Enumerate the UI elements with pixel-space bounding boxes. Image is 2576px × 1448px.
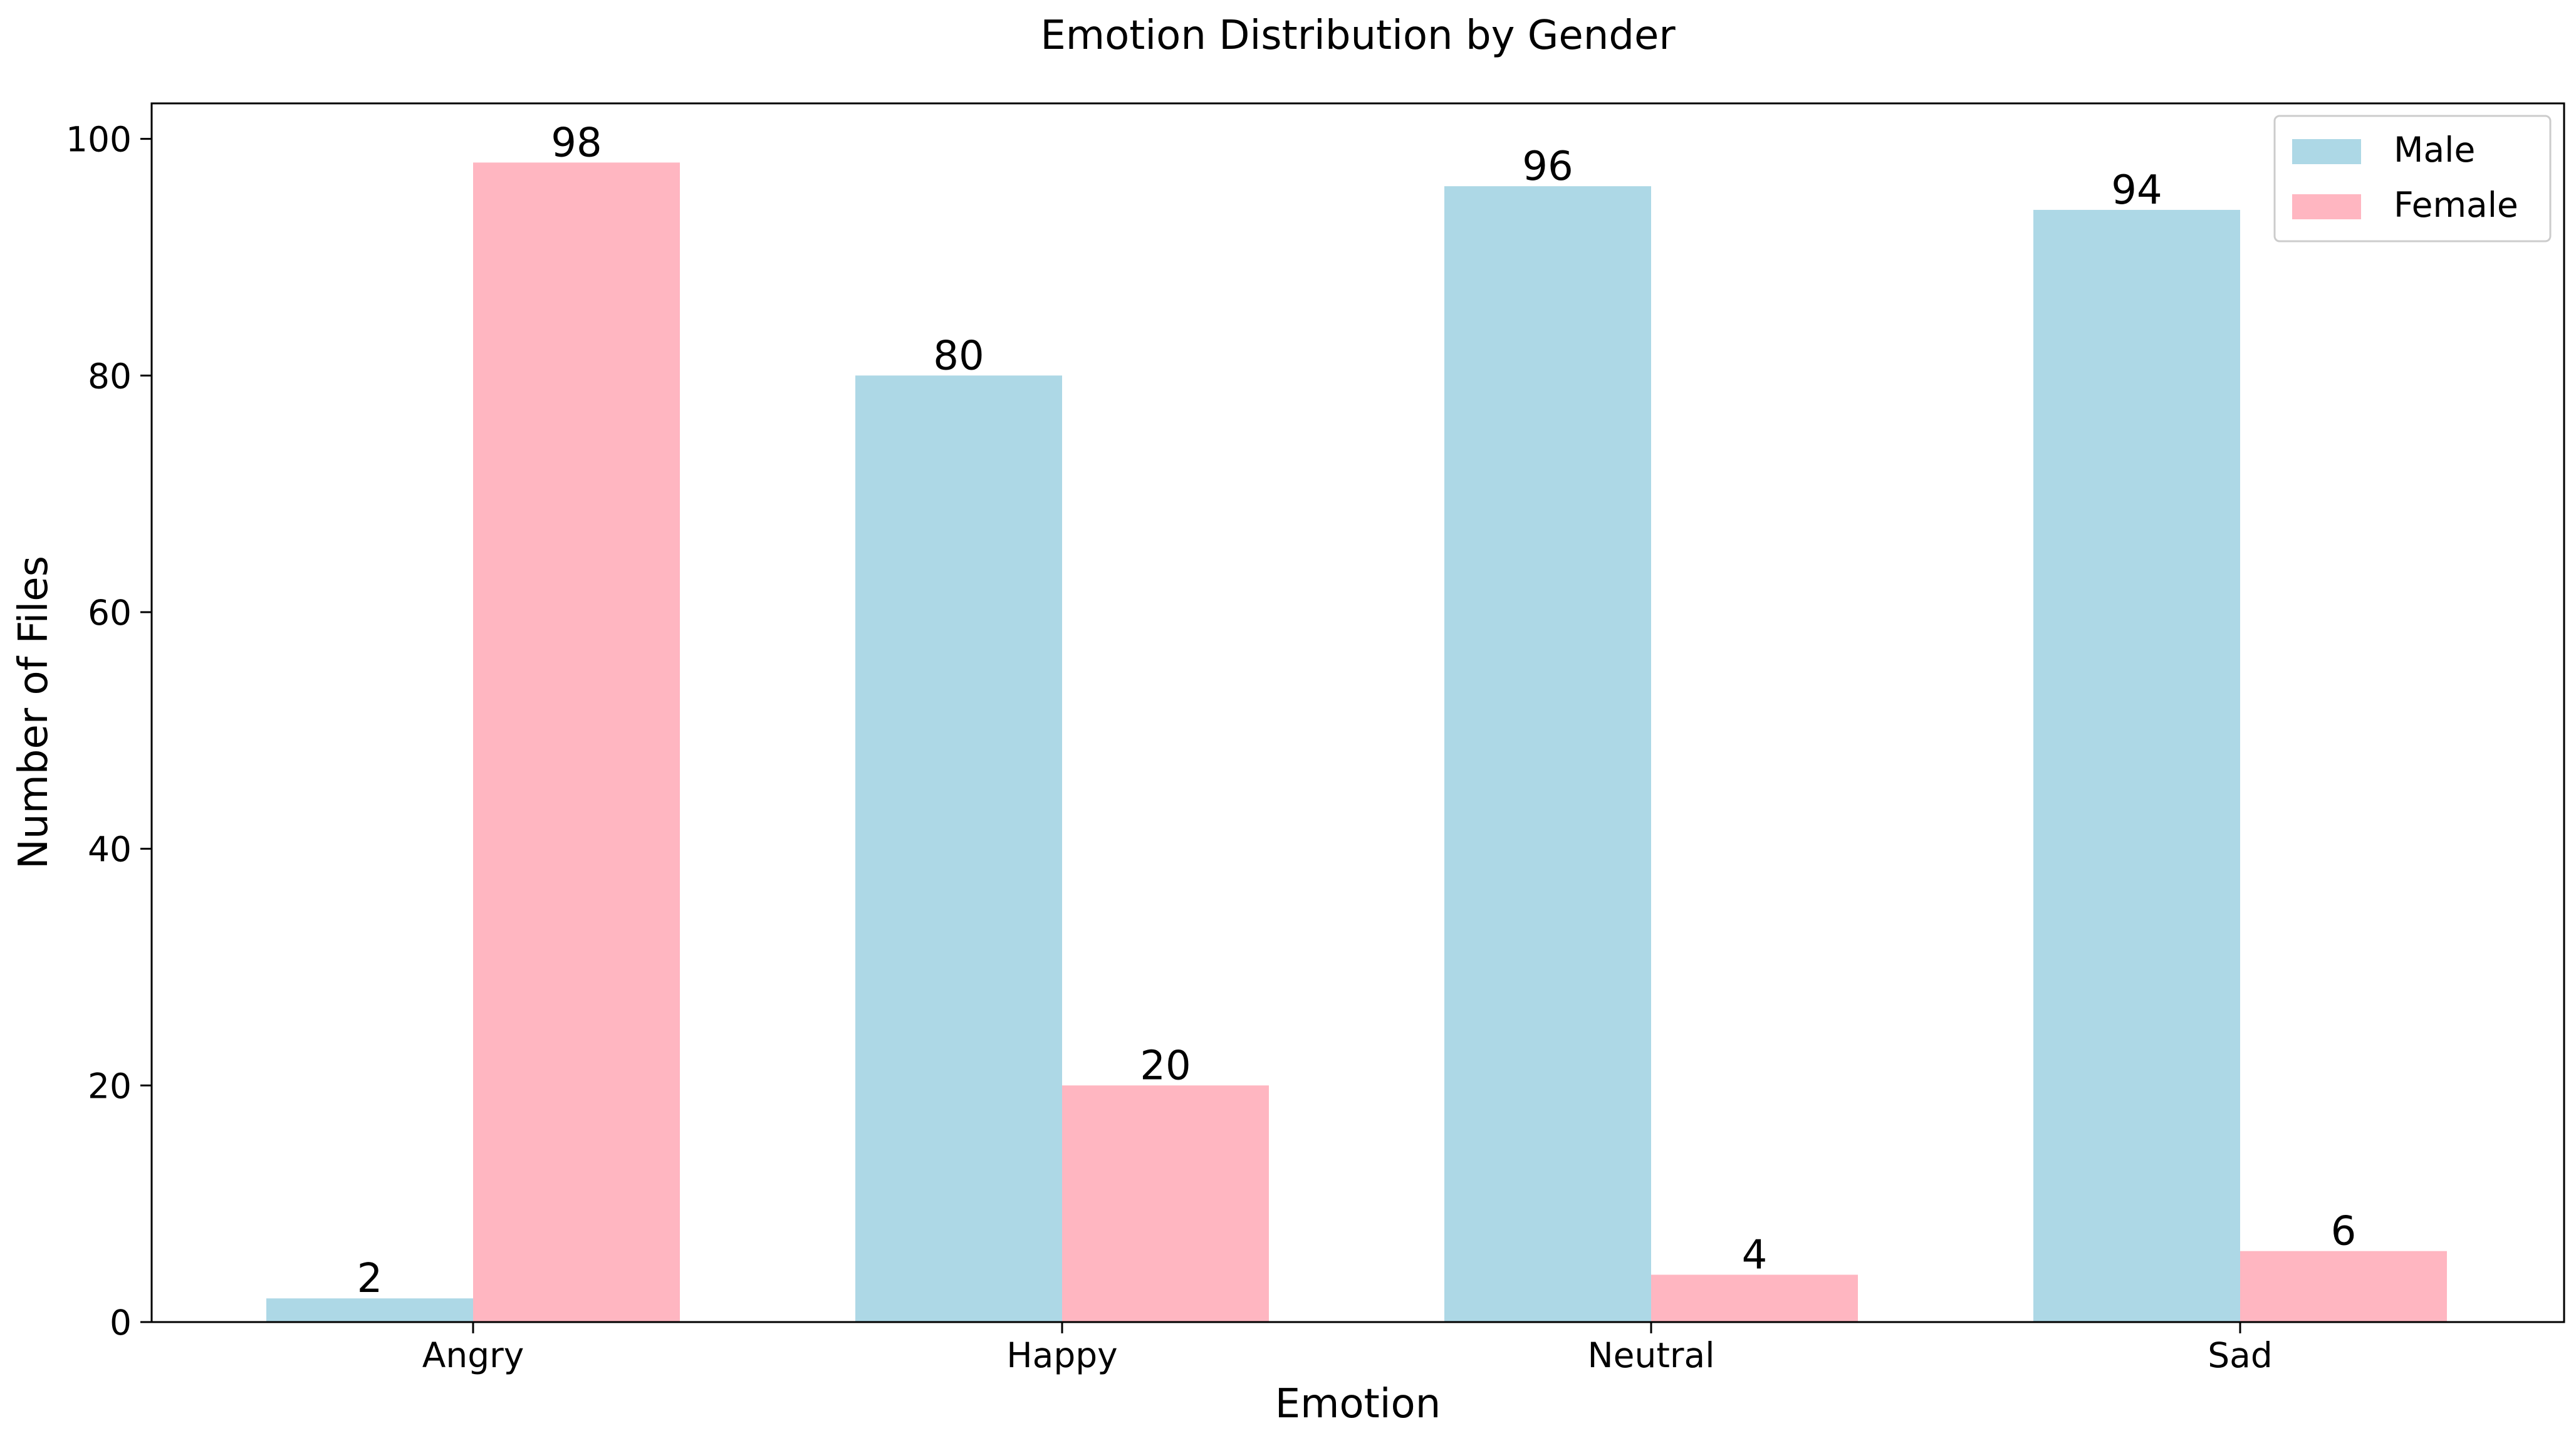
y-tick-label: 100 [66, 120, 132, 160]
bars-group [266, 162, 2447, 1323]
bar-female-sad [2240, 1251, 2447, 1322]
chart-title: Emotion Distribution by Gender [1040, 13, 1676, 59]
y-axis: 0 20 40 60 80 100 [66, 120, 152, 1343]
data-label-female-angry: 98 [551, 120, 602, 166]
y-axis-label: Number of Files [11, 556, 57, 869]
y-tick-label: 80 [88, 356, 132, 396]
legend-label-male: Male [2394, 130, 2475, 170]
data-label-male-sad: 94 [2111, 167, 2162, 214]
legend-label-female: Female [2394, 185, 2518, 225]
legend-swatch-male [2292, 139, 2361, 164]
data-label-male-angry: 2 [357, 1256, 383, 1302]
data-labels-group: 2 80 96 94 98 20 4 6 [357, 120, 2357, 1302]
bar-female-neutral [1651, 1274, 1858, 1322]
x-axis-label: Emotion [1275, 1381, 1441, 1427]
bar-male-happy [855, 375, 1062, 1323]
data-label-female-sad: 6 [2331, 1209, 2357, 1255]
bar-male-angry [266, 1298, 473, 1322]
x-tick-label: Sad [2208, 1335, 2273, 1375]
bar-female-angry [473, 162, 680, 1322]
legend-swatch-female [2292, 194, 2361, 219]
data-label-female-happy: 20 [1140, 1043, 1191, 1089]
legend: Male Female [2273, 115, 2552, 242]
y-tick-label: 60 [88, 593, 132, 633]
x-axis: Angry Happy Neutral Sad [422, 1322, 2273, 1375]
bar-male-sad [2033, 209, 2240, 1323]
x-tick-label: Happy [1006, 1335, 1117, 1375]
plot-frame [150, 102, 2565, 1323]
y-tick-label: 40 [88, 830, 132, 870]
bar-male-neutral [1444, 186, 1651, 1323]
x-tick-label: Angry [422, 1335, 524, 1375]
data-label-male-happy: 80 [933, 333, 984, 379]
y-tick-label: 0 [110, 1303, 132, 1343]
y-tick-label: 20 [88, 1066, 132, 1106]
bar-female-happy [1062, 1085, 1269, 1322]
x-tick-label: Neutral [1587, 1335, 1714, 1375]
data-label-male-neutral: 96 [1522, 143, 1573, 190]
data-label-female-neutral: 4 [1742, 1232, 1768, 1278]
